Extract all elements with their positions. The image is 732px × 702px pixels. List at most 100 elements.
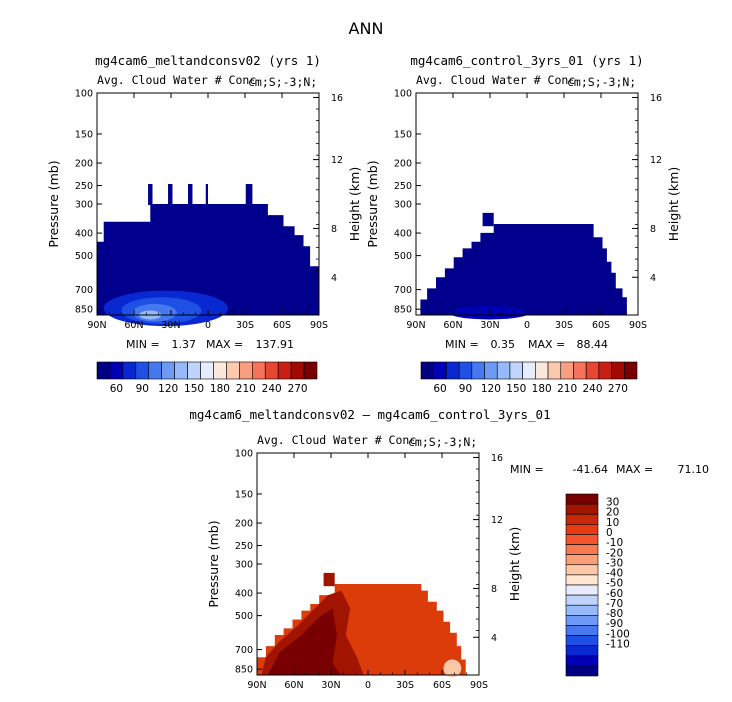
panel-2-title: mg4cam6_control_3yrs_01 (yrs 1) — [410, 53, 643, 68]
panel-1-colorbar-box — [122, 361, 137, 380]
panel-1-right-tick-label: 16 — [331, 93, 343, 104]
panel-2-axes: 90N 60N 30N 0 30S 60S 90S 100 150 200 250 300 400 500… — [394, 89, 662, 332]
panel-2-ytick-label: 400 — [394, 229, 412, 240]
panel-2-right-tick-label: 4 — [650, 273, 656, 284]
panel-1-xtick-label: 30S — [236, 320, 254, 331]
panel-1-colorbar-box — [251, 361, 266, 380]
panel-2-colorbar-label: 180 — [532, 383, 552, 395]
panel-1-colorbar-box — [109, 361, 124, 380]
panel-1-colorbar-box — [290, 361, 305, 380]
panel-1-colorbar-box — [213, 361, 227, 380]
panel-3-colorbar-box — [565, 524, 599, 535]
panel-2-colorbar-box — [420, 361, 435, 380]
panel-2-colorbar-label: 150 — [506, 383, 526, 395]
panel-1-ytick-label: 400 — [75, 229, 93, 240]
panel-3-colorbar-label: -70 — [606, 598, 623, 610]
panel-2-right-tick-label: 16 — [650, 93, 662, 104]
panel-2-colorbar-box — [547, 361, 562, 380]
panel-2-colorbar-box — [623, 361, 638, 380]
panel-2-colorbar-box — [458, 361, 473, 380]
panel-1-colorbar-box — [187, 361, 201, 380]
panel-1-title: mg4cam6_meltandconsv02 (yrs 1) — [95, 53, 321, 68]
panel-2-field — [420, 212, 627, 320]
panel-1-subtitle: Avg. Cloud Water # Conc — [97, 73, 256, 87]
panel-3-xtick-label: 90N — [247, 680, 266, 691]
panel-1-ytick-label: 700 — [75, 285, 93, 296]
panel-2-ylabel: Pressure (mb) — [365, 160, 380, 247]
panel-1-colorbar-label: 90 — [136, 383, 149, 395]
panel-2-colorbar-box — [573, 361, 587, 380]
panel-2-colorbar-label: 120 — [481, 383, 501, 395]
panel-1-colorbar-box — [148, 361, 163, 380]
panel-3-ytick-label: 500 — [235, 611, 253, 622]
panel-3-diff-top-step — [323, 572, 335, 587]
panel-2-xtick-label: 60N — [443, 320, 462, 331]
panel-2-ytick-label: 700 — [394, 285, 412, 296]
panel-3-ytick-label: 250 — [235, 541, 253, 552]
panel-3-ytick-label: 700 — [235, 645, 253, 656]
panel-2-colorbar-box — [433, 361, 447, 380]
panel-3-xtick-label: 30N — [321, 680, 340, 691]
panel-1-colorbar-label: 240 — [262, 383, 282, 395]
panel-3-colorbar-label: 10 — [606, 517, 619, 529]
panel-2-ytick-label: 150 — [394, 129, 412, 140]
panel-3-colorbar-label: -30 — [606, 557, 623, 569]
panel-2-ytick-label: 100 — [394, 89, 412, 100]
panel-2-xtick-label: 0 — [524, 320, 530, 331]
panel-3-max-label: MAX = — [616, 463, 653, 476]
panel-2-xtick-label: 90N — [406, 320, 425, 331]
panel-3-colorbar-box — [565, 625, 599, 636]
panel-3-colorbar-box — [565, 584, 599, 596]
panel-2-minmax: MIN = 0.35 MAX = 88.44 — [445, 338, 608, 351]
panel-1-colorbar-label: 120 — [158, 383, 178, 395]
panel-3-colorbar-box — [565, 564, 599, 576]
panel-1-cloud-spike — [188, 184, 193, 205]
panel-1-xtick-label: 60S — [273, 320, 291, 331]
panel-3-colorbar-box — [565, 604, 599, 616]
panel-3-colorbar-label: 30 — [606, 497, 619, 509]
panel-3-colorbar-box — [565, 493, 599, 505]
figure-title: ANN — [349, 19, 384, 38]
panel-3-min-value: -41.64 — [573, 463, 608, 476]
panel-2-colorbar-label: 60 — [433, 383, 446, 395]
panel-2-min-label: MIN = — [445, 338, 479, 351]
panel-1-minmax: MIN = 1.37 MAX = 137.91 — [126, 338, 294, 351]
panel-3-units: cm;S;-3;N; — [408, 435, 477, 449]
panel-3-field — [257, 572, 466, 678]
panel-1-cloud-spike — [245, 184, 253, 205]
panel-2-right-ylabel: Height (km) — [666, 167, 681, 241]
panel-2-cloud-top-step — [482, 212, 494, 227]
panel-1-min-label: MIN = — [126, 338, 160, 351]
panel-2-xtick-label: 30N — [480, 320, 499, 331]
panel-2-colorbar-label: 210 — [557, 383, 577, 395]
panel-2-ytick-label: 300 — [394, 200, 412, 211]
panel-2-colorbar-box — [560, 361, 574, 380]
panel-1-cloud-spike — [205, 184, 208, 205]
panel-3-minmax: MIN = -41.64 MAX = 71.10 — [510, 463, 709, 476]
panel-2-ytick-label: 500 — [394, 251, 412, 262]
panel-1-ytick-label: 200 — [75, 159, 93, 170]
panel-2-cloud-region — [420, 224, 627, 315]
panel-3-xtick-label: 30S — [396, 680, 414, 691]
panel-2-colorbar-label: 90 — [459, 383, 472, 395]
panel-3-xtick-label: 0 — [365, 680, 371, 691]
panel-3-ytick-label: 100 — [235, 449, 253, 460]
panel-3-colorbar-box — [565, 635, 599, 646]
panel-3-colorbar-label: -90 — [606, 618, 623, 630]
panel-1-max-value: 137.91 — [256, 338, 295, 351]
panel-1-colorbar-label: 60 — [110, 383, 123, 395]
panel-2-colorbar-box — [509, 361, 523, 380]
panel-3-colorbar-label: -40 — [606, 568, 623, 580]
panel-3-axes: 90N 60N 30N 0 30S 60S 90S 100 150 200 250 300 400 500… — [235, 449, 503, 692]
panel-1-colorbar-box — [226, 361, 240, 380]
panel-1-field — [97, 184, 319, 327]
panel-1-colorbar-box — [264, 361, 279, 380]
panel-2-max-value: 88.44 — [577, 338, 609, 351]
panel-3-colorbar-box — [565, 645, 599, 657]
panel-2-colorbar-box — [484, 361, 498, 380]
panel-1-xtick-label: 60N — [124, 320, 143, 331]
panel-2-xtick-label: 90S — [629, 320, 647, 331]
panel-1-colorbar-label: 150 — [184, 383, 204, 395]
panel-1-right-tick-label: 8 — [331, 224, 337, 235]
panel-3-colorbar-box — [565, 503, 599, 515]
